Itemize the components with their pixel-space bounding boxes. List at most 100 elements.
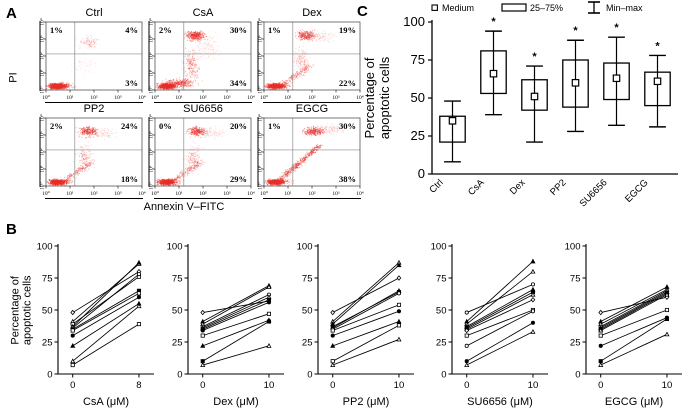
data-point-marker bbox=[70, 309, 76, 316]
box-plot-item: * bbox=[562, 25, 589, 133]
series-line bbox=[600, 291, 668, 329]
x-category-label: SU6656 bbox=[578, 177, 610, 209]
y-tick-label: 75 bbox=[570, 273, 581, 284]
series-line bbox=[202, 299, 270, 330]
x-tick-label: 10¹ bbox=[284, 191, 292, 197]
data-point-marker bbox=[70, 358, 76, 364]
cytometry-plot: 1% 19% 22% 10⁰ 10¹ 10² 10³ 10⁴ 10⁰ 10¹ 10² 10³ 10⁴ bbox=[242, 16, 368, 108]
x-tick-label: 10⁰ bbox=[151, 94, 160, 101]
cytometry-plot: 2% 30% 34% 10⁰ 10¹ 10² 10³ 10⁴ 10⁰ 10¹ 10² 10³ 10⁴ bbox=[133, 16, 259, 108]
x-category-label: CsA bbox=[466, 177, 487, 198]
y-tick-label: 10¹ bbox=[149, 69, 155, 77]
line-chart-pp2: 0 25 50 75 100 0 10 PP2 (μM) bbox=[284, 236, 424, 408]
data-point-marker bbox=[266, 300, 271, 305]
box-quartile-rect bbox=[521, 79, 548, 111]
quadrant-percentage-label: 2% bbox=[50, 121, 63, 131]
y-tick-label: 100 bbox=[37, 241, 53, 252]
quadrant-percentage-label: 0% bbox=[159, 121, 172, 131]
data-point-marker bbox=[598, 343, 603, 348]
series-line bbox=[600, 290, 668, 328]
series-line bbox=[332, 310, 400, 336]
data-point-marker bbox=[530, 297, 536, 303]
series-line bbox=[466, 299, 534, 331]
x-tick-label: 10¹ bbox=[284, 95, 292, 101]
series-group bbox=[200, 282, 272, 367]
y-tick-label: 10¹ bbox=[149, 165, 155, 173]
series-line bbox=[72, 292, 140, 331]
data-point-marker bbox=[530, 282, 535, 287]
y-tick-label: 10⁴ bbox=[258, 114, 264, 122]
y-tick-label: 50 bbox=[42, 305, 53, 316]
cytometry-plot-title: CsA bbox=[192, 7, 214, 19]
x-tick-label: 10⁴ bbox=[356, 95, 364, 101]
data-point-marker bbox=[598, 362, 604, 367]
y-tick-label: 100 bbox=[431, 241, 447, 252]
x-tick-label: 0 bbox=[598, 380, 603, 391]
x-tick-label: 8 bbox=[136, 380, 141, 391]
y-tick-label: 10⁰ bbox=[148, 85, 155, 94]
x-axis-label: CsA (μM) bbox=[83, 396, 129, 408]
y-tick-label: 0 bbox=[307, 369, 312, 380]
y-tick-label: 10⁴ bbox=[40, 18, 46, 26]
box-quartile-rect bbox=[644, 71, 671, 107]
y-tick-label: 25 bbox=[570, 337, 581, 348]
series-line bbox=[202, 285, 270, 322]
y-tick-label: 75 bbox=[302, 273, 313, 284]
quadrant-percentage-label: 29% bbox=[230, 174, 247, 184]
data-point-marker bbox=[200, 333, 205, 338]
series-line bbox=[332, 264, 400, 325]
data-point-marker bbox=[136, 272, 141, 277]
significance-star: * bbox=[532, 51, 537, 63]
y-tick-label: 75 bbox=[42, 273, 53, 284]
y-tick-label: 10³ bbox=[149, 131, 155, 139]
quadrant-percentage-label: 1% bbox=[268, 121, 281, 131]
data-point-marker bbox=[200, 309, 206, 316]
panel-c-letter: C bbox=[357, 3, 368, 20]
data-point-marker bbox=[136, 291, 141, 296]
data-point-marker bbox=[664, 316, 669, 321]
data-point-marker bbox=[136, 322, 141, 327]
data-point-marker bbox=[396, 318, 402, 324]
panel-a-y-axis-label: PI bbox=[7, 72, 20, 83]
x-axis-label: PP2 (μM) bbox=[343, 396, 390, 408]
y-tick-label: 75 bbox=[411, 52, 425, 67]
series-line bbox=[202, 313, 270, 337]
series-line bbox=[332, 292, 400, 330]
series-line bbox=[600, 286, 668, 322]
series-line bbox=[466, 284, 534, 313]
series-line bbox=[72, 303, 140, 347]
series-line bbox=[72, 271, 140, 313]
panel-b-y-axis-label-line1: Percentage of bbox=[9, 276, 22, 345]
series-line bbox=[600, 333, 668, 366]
cytometry-plot-title: EGCG bbox=[295, 103, 329, 115]
series-line bbox=[332, 321, 400, 347]
data-point-marker bbox=[530, 268, 536, 274]
legend-item-medium: Medium bbox=[431, 3, 474, 13]
series-line bbox=[600, 318, 668, 362]
box-plot-chart: Medium 25–75% Min–max 0 25 50 75 100 Percentage … bbox=[356, 0, 700, 215]
x-tick-label: 10¹ bbox=[175, 95, 183, 101]
data-point-marker bbox=[530, 328, 536, 334]
small-square-icon bbox=[431, 4, 438, 11]
median-marker bbox=[612, 74, 621, 83]
panel-c-y-axis-label-line2: apoptotic cells bbox=[377, 56, 392, 139]
series-group bbox=[330, 259, 402, 367]
cytometry-dot-cloud bbox=[264, 29, 337, 90]
quadrant-percentage-label: 19% bbox=[339, 25, 356, 35]
box-plot-item: * bbox=[603, 22, 630, 127]
data-point-marker bbox=[266, 343, 272, 348]
panel-b-letter: B bbox=[6, 221, 17, 238]
box-plot-item: * bbox=[521, 51, 548, 143]
legend: Medium 25–75% Min–max bbox=[431, 1, 643, 14]
y-tick-label: 100 bbox=[403, 14, 425, 29]
x-tick-label: 10⁰ bbox=[260, 94, 269, 101]
data-point-marker bbox=[200, 343, 206, 348]
series-line bbox=[600, 309, 668, 336]
data-point-marker bbox=[266, 319, 271, 324]
box-plot-item bbox=[439, 100, 466, 163]
x-tick-label: 10⁴ bbox=[247, 191, 255, 197]
y-tick-label: 10² bbox=[40, 52, 46, 60]
y-tick-label: 10⁴ bbox=[40, 114, 46, 122]
cytometry-dot-cloud bbox=[264, 123, 349, 186]
quadrant-percentage-label: 38% bbox=[339, 174, 356, 184]
